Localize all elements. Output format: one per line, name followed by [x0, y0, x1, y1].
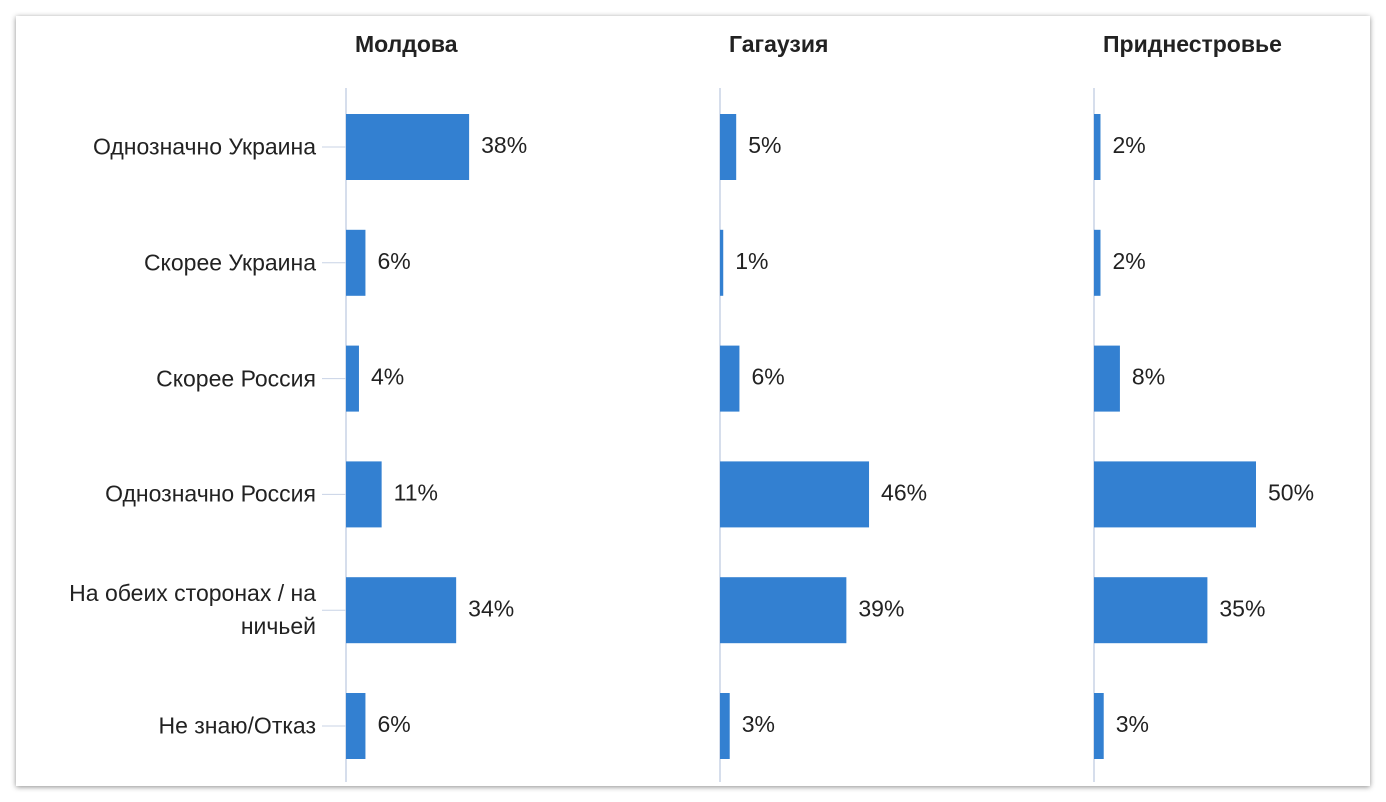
- category-label: Скорее Украина: [143, 249, 316, 276]
- bar: [346, 577, 457, 644]
- category-label: Однозначно Украина: [92, 133, 316, 160]
- value-label: 8%: [1132, 364, 1165, 390]
- bar: [720, 229, 724, 296]
- bar: [346, 461, 382, 528]
- value-label: 38%: [481, 132, 527, 158]
- bar: [1094, 229, 1101, 296]
- value-label: 46%: [881, 479, 927, 505]
- bar: [346, 114, 470, 180]
- value-label: 50%: [1268, 479, 1314, 505]
- bar: [720, 114, 737, 180]
- value-label: 3%: [1116, 711, 1149, 737]
- chart-frame: [16, 16, 1370, 786]
- value-label: 4%: [371, 364, 404, 390]
- bar: [346, 345, 359, 412]
- value-label: 6%: [377, 711, 410, 737]
- panel-title: Приднестровье: [1103, 31, 1282, 57]
- bar: [1094, 693, 1104, 759]
- value-label: 3%: [742, 711, 775, 737]
- value-label: 1%: [735, 248, 768, 274]
- bar: [1094, 577, 1208, 644]
- category-label: Не знаю/Отказ: [158, 712, 316, 739]
- category-label: Однозначно Россия: [105, 480, 316, 507]
- value-label: 2%: [1112, 132, 1145, 158]
- panel-title: Молдова: [355, 31, 458, 57]
- bar: [1094, 461, 1256, 528]
- value-label: 34%: [468, 595, 514, 621]
- bar: [720, 461, 870, 528]
- category-label: Скорее Россия: [156, 365, 316, 392]
- value-label: 5%: [748, 132, 781, 158]
- value-label: 6%: [751, 364, 784, 390]
- bar: [346, 693, 366, 759]
- value-label: 39%: [858, 595, 904, 621]
- value-label: 35%: [1219, 595, 1265, 621]
- value-label: 2%: [1112, 248, 1145, 274]
- category-label: На обеих сторонах / на ничьей: [69, 580, 316, 640]
- bar: [720, 693, 730, 759]
- bar: [1094, 114, 1101, 180]
- bar: [720, 345, 740, 412]
- value-label: 11%: [394, 479, 438, 505]
- panel-title: Гагаузия: [729, 31, 828, 57]
- value-label: 6%: [377, 248, 410, 274]
- bar: [346, 229, 366, 296]
- bar: [1094, 345, 1120, 412]
- bar: [720, 577, 847, 644]
